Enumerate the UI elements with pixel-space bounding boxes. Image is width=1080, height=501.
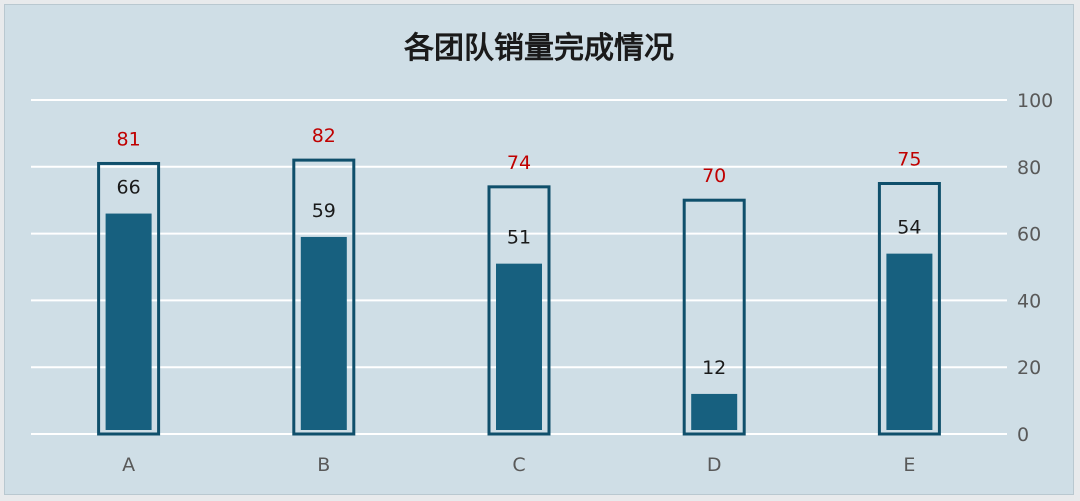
chart-title: 各团队销量完成情况 (404, 31, 674, 66)
target-data-label: 70 (702, 165, 726, 187)
y-tick-label: 100 (1017, 90, 1053, 112)
target-bar (682, 198, 746, 436)
target-data-label: 74 (507, 152, 531, 174)
target-bar (292, 158, 356, 436)
actual-bar (300, 236, 347, 430)
actual-data-label: 59 (312, 200, 336, 222)
actual-bar (886, 253, 933, 430)
chart-frame: 各团队销量完成情况 0 20 40 60 80 100 81 66 A 82 59 B 74 51 C 70 1… (4, 4, 1074, 495)
actual-data-label: 54 (897, 217, 921, 239)
target-data-label: 81 (117, 128, 141, 150)
y-tick-label: 20 (1017, 357, 1041, 379)
actual-data-label: 66 (117, 177, 141, 199)
y-tick-label: 0 (1017, 424, 1029, 446)
actual-data-label: 12 (702, 357, 726, 379)
x-tick-label: C (512, 454, 525, 476)
y-tick-label: 40 (1017, 290, 1041, 312)
x-tick-label: B (317, 454, 330, 476)
target-bar (877, 182, 941, 436)
target-bar (97, 161, 161, 436)
x-tick-label: E (903, 454, 915, 476)
actual-data-label: 51 (507, 227, 531, 249)
actual-bar (691, 393, 738, 430)
target-data-label: 82 (312, 125, 336, 147)
actual-bar (496, 263, 542, 430)
y-tick-label: 60 (1017, 224, 1041, 246)
x-tick-label: D (707, 454, 722, 476)
y-tick-label: 80 (1017, 157, 1041, 179)
chart-plot: 0 20 40 60 80 100 81 66 A 82 59 B 74 51 C 70 12 D 75 54 E (31, 90, 1053, 476)
target-data-label: 75 (897, 149, 921, 171)
target-bar (487, 185, 551, 436)
x-tick-label: A (122, 454, 135, 476)
actual-bar (105, 213, 152, 430)
